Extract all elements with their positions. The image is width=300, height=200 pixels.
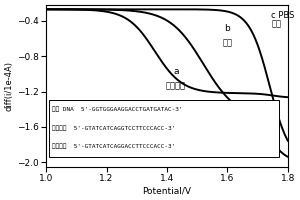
Text: 正配探针  5'-GTATCATCAGGTCCTTCCCACC-3': 正配探针 5'-GTATCATCAGGTCCTTCCCACC-3' [52, 125, 176, 131]
Text: 错配探针  5'-GTATCATCAGGACCTTCCCACC-3': 错配探针 5'-GTATCATCAGGACCTTCCCACC-3' [52, 144, 176, 149]
Y-axis label: diff(i/1e-4A): diff(i/1e-4A) [5, 61, 14, 111]
Text: 错配: 错配 [222, 38, 232, 47]
X-axis label: Potential/V: Potential/V [142, 186, 191, 195]
Text: c PBS: c PBS [271, 11, 295, 20]
Bar [49, 100, 279, 157]
Text: a: a [173, 67, 179, 76]
Text: b: b [224, 24, 230, 33]
Text: 目标 DNA  5'-GGTGGGAAGGACCTGATGATAC-3': 目标 DNA 5'-GGTGGGAAGGACCTGATGATAC-3' [52, 106, 183, 112]
Text: 空白: 空白 [271, 19, 281, 28]
Text: 完美配对: 完美配对 [166, 81, 186, 90]
